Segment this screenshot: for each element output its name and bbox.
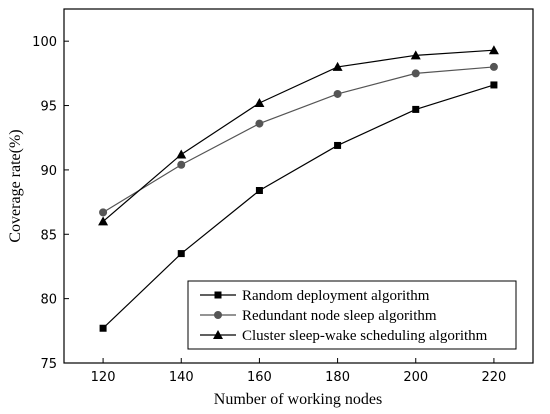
data-point [411,69,420,78]
series-1 [99,81,498,332]
data-point [255,187,263,195]
data-point [254,97,265,107]
y-tick-label: 90 [40,164,57,179]
x-axis-title: Number of working nodes [214,391,382,408]
legend-item: Cluster sleep-wake scheduling algorithm [200,328,488,344]
data-point [412,105,420,113]
data-point [176,149,187,159]
y-axis-title: Coverage rate(%) [7,129,24,242]
plot-frame [63,8,534,364]
data-point [410,50,421,60]
data-point [332,61,343,71]
series-layer [98,45,499,332]
legend-items: Random deployment algorithm Redundant nod… [200,288,488,344]
series-line [102,84,495,329]
y-tick-label: 95 [40,100,57,115]
legend-marker [214,291,222,299]
series-line [102,49,494,222]
series-2 [99,62,498,217]
x-tick-label: 180 [325,370,350,385]
data-point [489,62,498,71]
y-tick-label: 100 [32,35,57,50]
legend-label: Random deployment algorithm [242,288,430,304]
legend-box [187,280,517,350]
data-point [99,324,107,332]
legend: Random deployment algorithm Redundant nod… [187,280,517,350]
data-point [99,208,108,217]
legend-item: Redundant node sleep algorithm [200,308,437,324]
data-point [255,119,264,128]
x-tick-label: 200 [403,370,428,385]
legend-label: Cluster sleep-wake scheduling algorithm [242,328,488,344]
data-point [488,45,499,55]
x-tick-label: 160 [247,370,272,385]
legend-label: Redundant node sleep algorithm [242,308,437,324]
data-point [98,216,109,226]
x-tick-label: 140 [169,370,194,385]
legend-item: Random deployment algorithm [200,288,430,304]
data-point [334,141,342,149]
y-tick-label: 80 [40,293,57,308]
x-tick-label: 120 [91,370,116,385]
data-point [333,89,342,98]
data-point [490,81,498,89]
data-point [177,250,185,258]
legend-marker [214,311,222,319]
y-axis: 75 80 85 90 95 100 [32,35,69,372]
series-line [102,66,494,213]
x-axis: 120 140 160 180 200 220 [91,358,507,385]
series-3 [98,45,499,226]
x-tick-label: 220 [482,370,507,385]
y-tick-label: 85 [40,228,57,243]
y-tick-label: 75 [40,357,57,372]
legend-marker [213,330,223,339]
data-point [177,160,186,169]
